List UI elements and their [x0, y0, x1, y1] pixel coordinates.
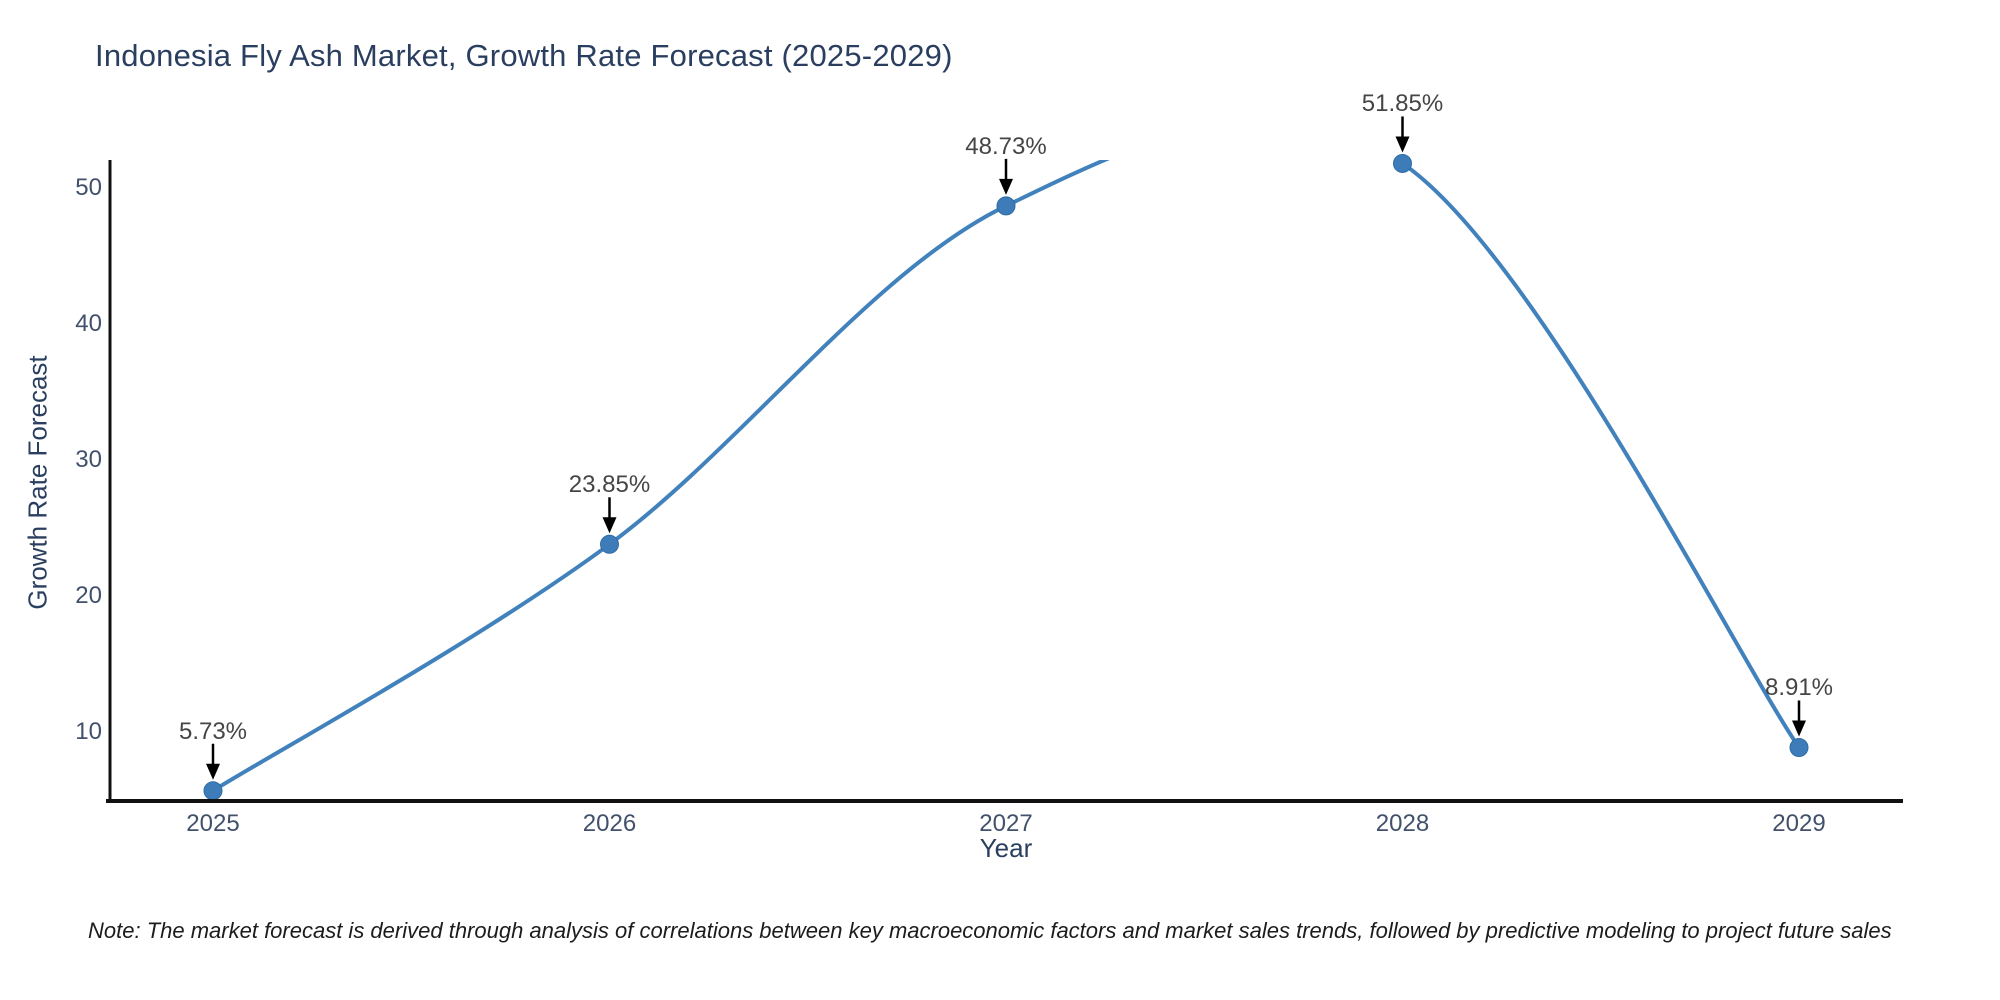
- y-tick-label-40: 40: [75, 309, 102, 337]
- data-point-2025[interactable]: [203, 781, 223, 801]
- data-point-2026[interactable]: [600, 534, 619, 554]
- point-value-label-2029: 8.91%: [1764, 674, 1834, 702]
- x-tick-label-2025: 2025: [186, 810, 240, 837]
- x-tick-label-2029: 2029: [1772, 810, 1826, 837]
- data-point-2028[interactable]: [1393, 153, 1412, 173]
- annotation-arrowhead-icon: [1792, 720, 1806, 737]
- x-axis-title: Year: [979, 833, 1033, 863]
- point-value-label-2028: 51.85%: [1361, 90, 1444, 118]
- data-point-2027[interactable]: [996, 196, 1016, 216]
- x-tick-label-2028: 2028: [1375, 810, 1430, 837]
- y-axis-title: Growth Rate Forecast: [22, 355, 53, 610]
- y-tick-label-20: 20: [75, 581, 102, 609]
- point-value-label-2027: 48.73%: [965, 132, 1047, 160]
- annotation-arrowhead-icon: [999, 178, 1013, 195]
- annotation-arrowhead-icon: [206, 763, 220, 780]
- forecast-spline-line: [211, 160, 1801, 793]
- annotation-arrows: [206, 116, 1806, 780]
- data-point-2029[interactable]: [1789, 737, 1809, 757]
- annotation-arrowhead-icon: [602, 517, 617, 534]
- point-value-label-2026: 23.85%: [568, 471, 651, 499]
- x-tick-label-2026: 2026: [582, 810, 637, 837]
- chart-title: Indonesia Fly Ash Market, Growth Rate Fo…: [95, 38, 953, 73]
- annotation-arrowhead-icon: [1395, 136, 1410, 153]
- y-tick-label-50: 50: [75, 173, 102, 201]
- footnote: Note: The market forecast is derived thr…: [88, 918, 1892, 943]
- y-tick-label-10: 10: [75, 717, 102, 745]
- data-point-markers: [203, 153, 1809, 801]
- point-value-label-2025: 5.73%: [178, 717, 248, 745]
- x-tick-label-2027: 2027: [979, 810, 1033, 837]
- plot-area[interactable]: [110, 160, 1905, 802]
- y-tick-label-30: 30: [75, 445, 102, 473]
